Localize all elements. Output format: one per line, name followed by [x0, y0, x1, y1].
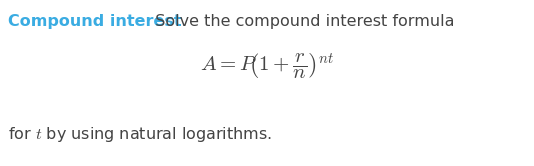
Text: for $t$ by using natural logarithms.: for $t$ by using natural logarithms. — [8, 125, 272, 144]
Text: Compound interest: Compound interest — [8, 14, 182, 29]
Text: $A = P\!\left(1 + \dfrac{r}{n}\right)^{nt}$: $A = P\!\left(1 + \dfrac{r}{n}\right)^{n… — [200, 51, 334, 81]
Text: Solve the compound interest formula: Solve the compound interest formula — [145, 14, 454, 29]
